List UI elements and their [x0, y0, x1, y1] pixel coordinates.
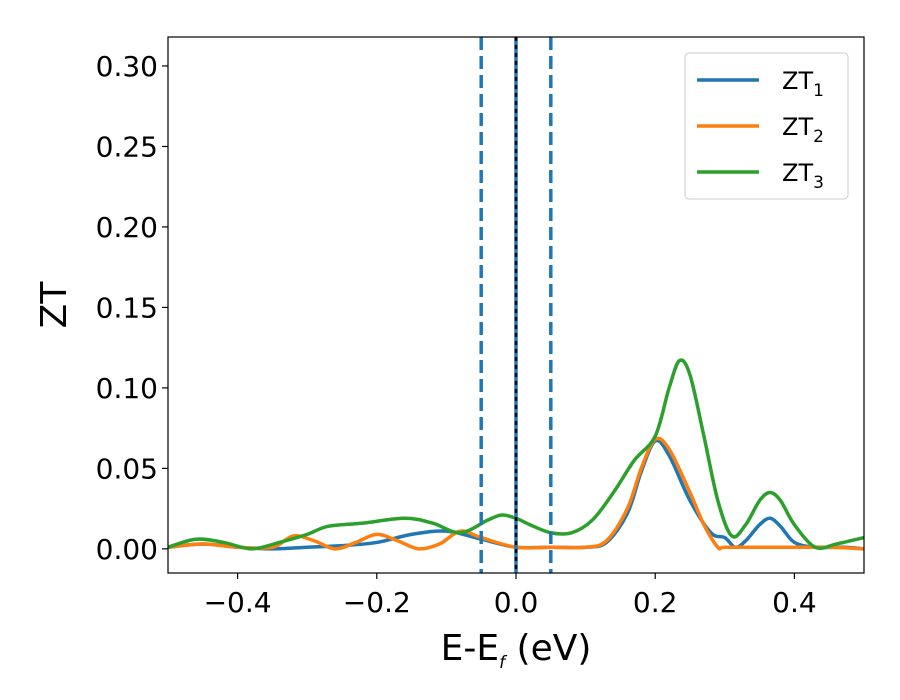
x-tick-label: 0.0: [494, 586, 539, 619]
y-axis: 0.00 0.05 0.10 0.15 0.20 0.25 0.30: [96, 50, 168, 566]
y-tick-label: 0.05: [96, 452, 158, 485]
legend-label-zt3: ZT3: [782, 159, 824, 193]
x-tick-label: −0.2: [343, 586, 411, 619]
y-tick-label: 0.30: [96, 50, 158, 83]
x-axis-title: E-Ef (eV): [441, 628, 592, 673]
series-line-zt3: [168, 358, 864, 551]
legend: ZT1 ZT2 ZT3: [684, 52, 849, 200]
x-tick-label: 0.4: [772, 586, 817, 619]
y-tick-label: 0.25: [96, 130, 158, 163]
y-tick-label: 0.00: [96, 533, 158, 566]
series-line-zt2: [168, 436, 864, 551]
y-tick-label: 0.20: [96, 211, 158, 244]
x-axis: −0.4 −0.2 0.0 0.2 0.4: [204, 573, 817, 619]
x-tick-label: −0.4: [204, 586, 272, 619]
y-axis-title: ZT: [34, 281, 75, 329]
x-tick-label: 0.2: [633, 586, 678, 619]
legend-label-zt2: ZT2: [782, 113, 824, 147]
plot-layer: [168, 37, 864, 573]
legend-label-zt1: ZT1: [782, 67, 824, 101]
y-tick-label: 0.15: [96, 291, 158, 324]
legend-box: [684, 52, 849, 200]
y-tick-label: 0.10: [96, 372, 158, 405]
